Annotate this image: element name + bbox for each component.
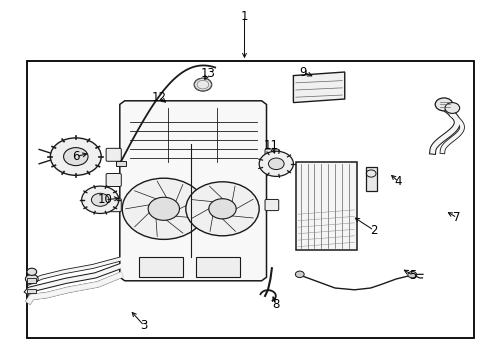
FancyBboxPatch shape xyxy=(106,148,121,161)
Circle shape xyxy=(81,186,119,213)
Text: 11: 11 xyxy=(264,139,278,152)
FancyBboxPatch shape xyxy=(264,199,278,211)
Circle shape xyxy=(91,193,109,206)
Bar xyxy=(27,61,473,338)
Text: 8: 8 xyxy=(272,298,280,311)
Text: 5: 5 xyxy=(408,269,416,282)
Circle shape xyxy=(407,271,416,278)
Bar xyxy=(295,162,356,250)
Circle shape xyxy=(27,268,37,275)
Bar xyxy=(27,278,36,283)
Circle shape xyxy=(268,158,284,170)
Text: 4: 4 xyxy=(394,175,402,188)
FancyBboxPatch shape xyxy=(106,199,121,212)
Text: 7: 7 xyxy=(452,211,460,224)
Bar xyxy=(27,289,36,293)
Bar xyxy=(116,161,125,166)
PathPatch shape xyxy=(293,72,344,103)
Bar xyxy=(139,257,183,277)
Circle shape xyxy=(194,78,211,91)
Text: 12: 12 xyxy=(151,91,166,104)
Text: 1: 1 xyxy=(240,10,248,23)
Text: 3: 3 xyxy=(140,319,148,332)
Circle shape xyxy=(444,103,459,113)
Text: 10: 10 xyxy=(98,193,112,206)
PathPatch shape xyxy=(120,101,266,281)
Text: 6: 6 xyxy=(72,150,80,163)
Circle shape xyxy=(122,178,205,239)
Text: 9: 9 xyxy=(299,66,306,78)
Bar xyxy=(195,257,239,277)
Circle shape xyxy=(295,271,304,278)
Text: 2: 2 xyxy=(369,224,377,237)
Circle shape xyxy=(208,199,236,219)
Circle shape xyxy=(148,197,179,220)
Circle shape xyxy=(259,151,293,176)
Circle shape xyxy=(434,98,452,111)
Circle shape xyxy=(185,182,259,236)
Circle shape xyxy=(63,148,88,166)
Text: 13: 13 xyxy=(200,67,215,80)
FancyBboxPatch shape xyxy=(264,149,278,160)
FancyBboxPatch shape xyxy=(106,174,121,186)
Bar xyxy=(365,167,376,191)
Circle shape xyxy=(50,138,101,175)
Circle shape xyxy=(25,274,38,284)
